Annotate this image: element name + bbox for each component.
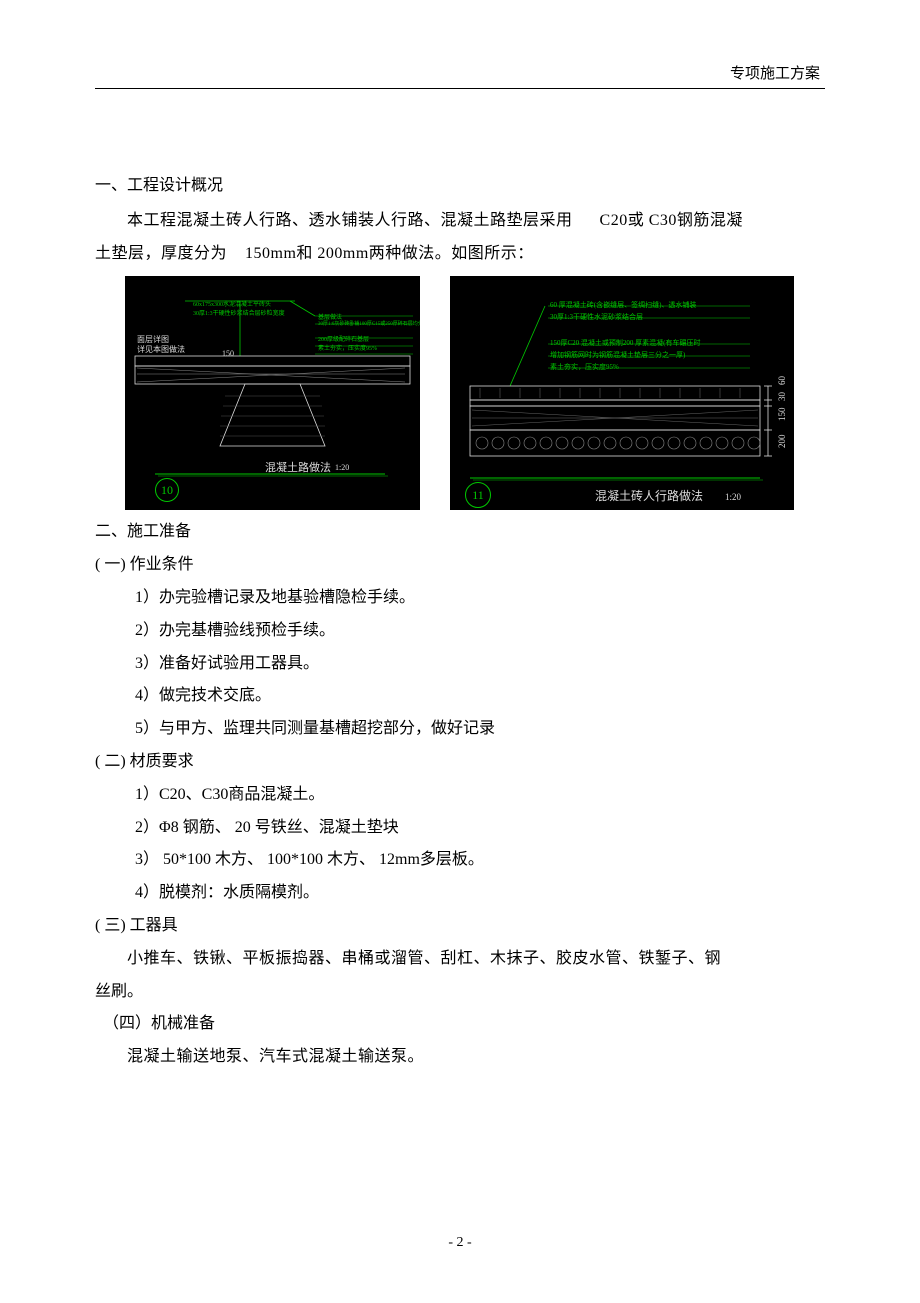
fig1-scale: 1:20 (335, 460, 349, 476)
section1-para-line2b: 150mm和 200mm两种做法。如图所示： (245, 245, 534, 262)
fig2-title: 混凝土砖人行路做法 (595, 484, 703, 509)
sub2-item-2: 2）Φ8 钢筋、 20 号铁丝、混凝土垫块 (95, 812, 825, 845)
cad-figure-2: 60 厚混凝土砖(含嵌缝层、签绸扫缝)、透水铺装 30厚1:3干硬性水泥砂浆结合… (450, 276, 794, 510)
sub2-item-3: 3） 50*100 木方、 100*100 木方、 12mm多层板。 (95, 844, 825, 877)
fig1-title: 混凝土路做法 (265, 457, 331, 480)
fig2-note2: 30厚1:3干硬性水泥砂浆结合层 (550, 310, 643, 324)
section1-para-line1b: C20或 C30钢筋混凝 (600, 212, 743, 229)
sub1-title: ( 一) 作业条件 (95, 549, 825, 582)
sub1-item-4: 4）做完技术交底。 (95, 680, 825, 713)
fig2-circle-num: 11 (472, 483, 484, 508)
fig2-dim4: 200 (773, 435, 791, 449)
fig1-label2: 详见本图做法 (137, 342, 185, 358)
sub3-para-line2: 丝刷。 (95, 976, 825, 1009)
page-footer: - 2 - (0, 1235, 920, 1251)
cad-figure-1: 60x175x300水泥混凝土平砖头 30厚1:3干硬性砂浆结合层砂粒宽度 面层… (125, 276, 420, 510)
fig1-notes-b: 30厚1:3干硬性砂浆结合层砂粒宽度 (193, 308, 285, 320)
sub1-item-1: 1）办完验槽记录及地基验槽隐检手续。 (95, 582, 825, 615)
header-right-text: 专项施工方案 (730, 62, 820, 83)
figures-row: 60x175x300水泥混凝土平砖头 30厚1:3干硬性砂浆结合层砂粒宽度 面层… (125, 276, 825, 510)
fig2-dim2: 30 (773, 392, 791, 401)
sub4-para: 混凝土输送地泵、汽车式混凝土输送泵。 (95, 1041, 825, 1074)
fig2-dim3: 150 (773, 408, 791, 422)
section1-para-line1a: 本工程混凝土砖人行路、透水铺装人行路、混凝土路垫层采用 (127, 212, 573, 229)
sub4-title: （四）机械准备 (95, 1008, 825, 1041)
section1-para-line1: 本工程混凝土砖人行路、透水铺装人行路、混凝土路垫层采用 C20或 C30钢筋混凝 (95, 205, 825, 238)
header-rule (95, 88, 825, 89)
document-content: 一、工程设计概况 本工程混凝土砖人行路、透水铺装人行路、混凝土路垫层采用 C20… (95, 170, 825, 1074)
sub3-para-line1: 小推车、铁锹、平板振捣器、串桶或溜管、刮杠、木抹子、胶皮水管、铁錾子、钢 (95, 943, 825, 976)
section1-para-line2a: 土垫层，厚度分为 (95, 245, 227, 262)
fig2-dim1: 60 (773, 376, 791, 385)
page-container: 专项施工方案 一、工程设计概况 本工程混凝土砖人行路、透水铺装人行路、混凝土路垫… (0, 0, 920, 1303)
section2-title: 二、施工准备 (95, 516, 825, 549)
fig2-scale: 1:20 (725, 488, 741, 506)
sub1-item-2: 2）办完基槽验线预检手续。 (95, 615, 825, 648)
sub2-item-4: 4）脱模剂：水质隔模剂。 (95, 877, 825, 910)
fig2-note5: 素土夯实，压实度95% (550, 360, 619, 374)
section1-para-line2: 土垫层，厚度分为 150mm和 200mm两种做法。如图所示： (95, 238, 825, 271)
fig1-circle-num: 10 (161, 478, 173, 503)
sub1-item-3: 3）准备好试验用工器具。 (95, 648, 825, 681)
sub2-title: ( 二) 材质要求 (95, 746, 825, 779)
sub1-item-5: 5）与甲方、监理共同测量基槽超挖部分，做好记录 (95, 713, 825, 746)
fig1-notes-g: 素土夯实，压实度95% (318, 343, 377, 355)
sub2-item-1: 1）C20、C30商品混凝土。 (95, 779, 825, 812)
fig1-dim1: 150 (222, 346, 234, 362)
section1-title: 一、工程设计概况 (95, 170, 825, 203)
fig1-notes-e: 30厚1:6灰砂砖卧铺100厚C15或250厚碎石层均分层 (318, 320, 420, 330)
sub3-title: ( 三) 工器具 (95, 910, 825, 943)
